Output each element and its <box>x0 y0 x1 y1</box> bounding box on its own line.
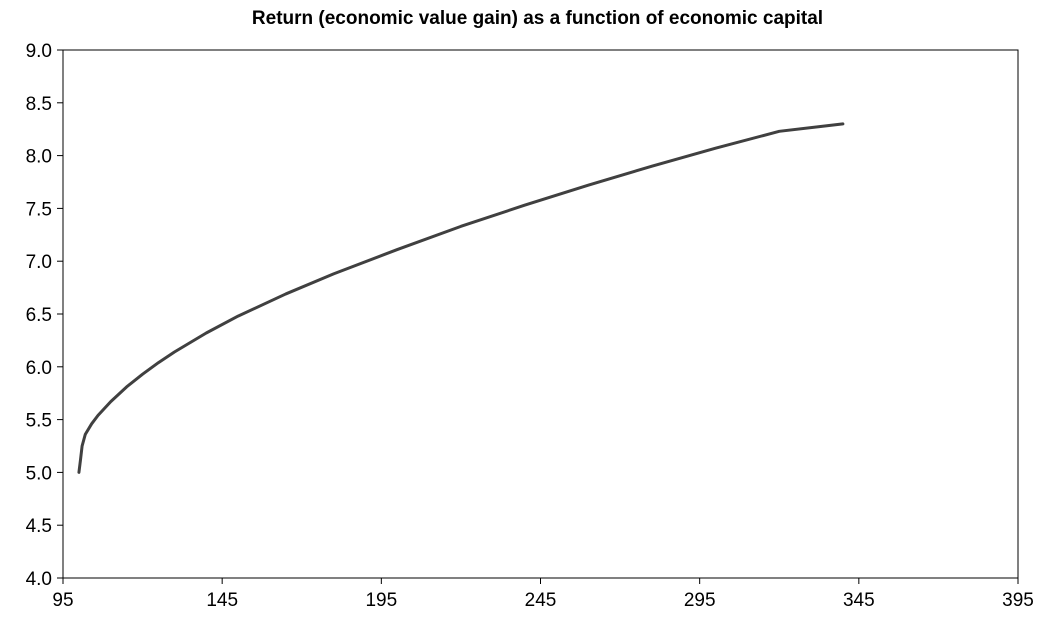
plot-area-frame <box>62 49 1019 579</box>
x-tick-label: 295 <box>684 590 716 611</box>
series-line <box>77 122 845 474</box>
x-tick-label: 95 <box>52 590 73 611</box>
x-tick-label: 195 <box>365 590 397 611</box>
x-tick-label: 145 <box>206 590 238 611</box>
y-tick-label: 7.5 <box>26 199 52 220</box>
y-tick-label: 8.5 <box>26 94 52 115</box>
y-tick-label: 7.0 <box>26 252 52 273</box>
y-tick-label: 8.0 <box>26 147 52 168</box>
y-tick-label: 5.0 <box>26 463 52 484</box>
x-tick-label: 345 <box>843 590 875 611</box>
y-tick-label: 4.0 <box>26 569 52 590</box>
y-tick-label: 6.0 <box>26 358 52 379</box>
x-tick-label: 245 <box>525 590 557 611</box>
y-tick-label: 6.5 <box>26 305 52 326</box>
y-tick-label: 5.5 <box>26 411 52 432</box>
x-tick-label: 395 <box>1002 590 1034 611</box>
chart-title: Return (economic value gain) as a functi… <box>251 8 824 29</box>
y-tick-label: 9.0 <box>26 41 52 62</box>
y-tick-label: 4.5 <box>26 516 52 537</box>
